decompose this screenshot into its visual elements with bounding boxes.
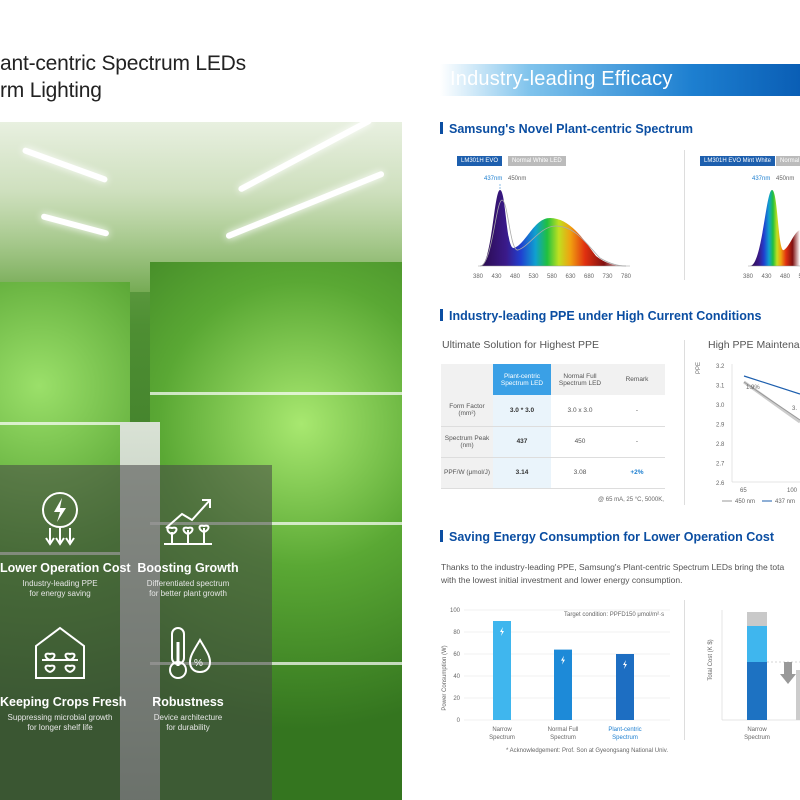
cost-label-2: Spectrum — [744, 735, 770, 741]
table-row: Form Factor (mm²) 3.0 * 3.0 3.0 x 3.0 - — [441, 395, 665, 427]
peak-label-450: 450nm — [508, 176, 526, 182]
section-body-text: Thanks to the industry-leading PPE, Sams… — [441, 562, 785, 585]
feature-boosting-growth: Boosting Growth Differentiated spectrum f… — [128, 488, 248, 599]
features-overlay — [0, 465, 272, 800]
bar-ytick: 100 — [450, 608, 461, 614]
peak-label-437-b: 437nm — [752, 176, 770, 182]
greenhouse-icon — [35, 626, 85, 679]
thermometer-drop-icon: % — [169, 627, 212, 679]
spectrum-tick: 480 — [780, 274, 791, 280]
section-banner — [440, 64, 800, 96]
bar-label: Spectrum — [489, 735, 515, 741]
peak-label-437: 437nm — [484, 176, 502, 182]
table-row: Spectrum Peak (nm) 437 450 - — [441, 426, 665, 458]
spectrum-chart-2: 437nm 450nm 380 430 480 530 — [743, 176, 800, 280]
bar — [493, 621, 511, 720]
bar-ytick: 80 — [453, 630, 460, 636]
section-title-energy: Saving Energy Consumption for Lower Oper… — [440, 530, 774, 544]
table-row: PPF/W (μmol/J) 3.14 3.08 +2% — [441, 457, 665, 489]
bar-chart-ylabel: Power Consumption (W) — [442, 645, 448, 710]
spectrum-tick: 680 — [584, 274, 595, 280]
down-arrow-icon — [784, 662, 792, 676]
spectrum-tick: 380 — [743, 274, 754, 280]
cost-label-1: Narrow — [747, 727, 767, 733]
spectrum-tick: 730 — [602, 274, 613, 280]
tag-lm301h-evo-mint-white: LM301H EVO Mint White — [700, 156, 776, 166]
spectrum-tick: 480 — [510, 274, 521, 280]
bar-chart-target: Target condition: PPFD150 μmol/m²·s — [564, 612, 664, 618]
feature-lower-operation-cost: Lower Operation Cost Industry-leading PP… — [0, 488, 131, 599]
table-header-normal-full: Normal Full Spectrum LED — [551, 364, 609, 395]
peak-label-450-b: 450nm — [776, 176, 794, 182]
line-ytick: 2.8 — [716, 442, 725, 448]
section-title-ppe: Industry-leading PPE under High Current … — [440, 309, 762, 323]
lightning-icon — [623, 660, 627, 669]
spectrum-tick: 430 — [491, 274, 502, 280]
bar-chart-ack: * Acknowledgement: Prof. Son at Gyeongsa… — [506, 748, 668, 754]
bar — [616, 654, 634, 720]
cost-chart-ylabel: Total Cost (K $) — [708, 639, 714, 680]
spectrum-tick: 380 — [473, 274, 484, 280]
legend-437nm: 437 nm — [775, 499, 795, 505]
legend-450nm: 450 nm — [735, 499, 755, 505]
lightning-icon — [561, 655, 565, 665]
subtitle-highest-ppe: Ultimate Solution for Highest PPE — [442, 339, 599, 351]
spectrum-tick: 780 — [621, 274, 632, 280]
bar-ytick: 40 — [453, 674, 460, 680]
bar-label: Spectrum — [612, 735, 638, 741]
table-header-blank — [441, 364, 493, 395]
bar — [554, 649, 572, 720]
line-ytick: 2.6 — [716, 481, 725, 487]
line-ytick: 3.1 — [716, 384, 725, 390]
line-annotation-1: 1.9% — [746, 385, 760, 391]
table-header-plant-centric: Plant-centric Spectrum LED — [493, 364, 551, 395]
bar-label: Normal Full — [548, 727, 579, 733]
feature-keeping-crops-fresh: Keeping Crops Fresh Suppressing microbia… — [0, 622, 126, 733]
line-ytick: 3.0 — [716, 403, 725, 409]
spectrum-chart-1: 437nm 450nm 380 430 480 530 580 630 680 730 780 — [473, 176, 632, 280]
bar-ytick: 20 — [453, 696, 460, 702]
power-consumption-chart: Power Consumption (W) Target condition: … — [442, 608, 670, 754]
bar-ytick: 60 — [453, 652, 460, 658]
plant-growth-chart-icon — [164, 499, 212, 545]
feature-robustness: % Robustness Device architecture for dura… — [128, 622, 248, 733]
table-note: @ 65 mA, 25 °C, 5000K, — [598, 497, 664, 503]
page-headline: ant-centric Spectrum LEDs rm Lighting — [0, 50, 246, 104]
bar-label: Narrow — [492, 727, 512, 733]
line-ytick: 2.7 — [716, 462, 725, 468]
tag-normal-white-led: Normal White LED — [508, 156, 566, 166]
spectrum-tick: 630 — [565, 274, 576, 280]
ppe-line-chart: PPE 3.2 3.1 3.0 2.9 2.8 2.7 2.6 1.9% 3. 65 100… — [696, 362, 800, 505]
line-xtick-100: 100 — [787, 488, 798, 494]
subtitle-ppe-maintenance: High PPE Maintena — [708, 339, 800, 351]
bar-label: Plant-centric — [608, 727, 641, 733]
total-cost-chart: Total Cost (K $) Narrow Spectrum — [708, 610, 800, 741]
section-title-spectrum: Samsung's Novel Plant-centric Spectrum — [440, 122, 693, 136]
lightning-icon — [500, 627, 504, 636]
line-annotation-2: 3. — [792, 406, 797, 412]
bar-label: Spectrum — [550, 735, 576, 741]
table-header-remark: Remark — [609, 364, 665, 395]
line-ytick: 3.2 — [716, 364, 725, 370]
spectrum-tick: 580 — [547, 274, 558, 280]
spectrum-tick: 530 — [798, 274, 800, 280]
headline-line-1: ant-centric Spectrum LEDs — [0, 52, 246, 75]
tag-lm301h-evo: LM301H EVO — [457, 156, 503, 166]
line-xtick-65: 65 — [740, 488, 747, 494]
spectrum-tick: 430 — [761, 274, 772, 280]
line-chart-ylabel: PPE — [696, 362, 702, 374]
banner-title: Industry-leading Efficacy — [450, 68, 673, 90]
tag-normal: Normal — [776, 156, 800, 166]
headline-line-2: rm Lighting — [0, 79, 102, 102]
lightning-plug-icon — [42, 492, 78, 546]
svg-text:%: % — [194, 658, 203, 669]
spectrum-tick: 530 — [528, 274, 539, 280]
line-ytick: 2.9 — [716, 423, 725, 429]
ppe-comparison-table: Plant-centric Spectrum LED Normal Full S… — [441, 364, 665, 489]
bar-ytick: 0 — [457, 718, 461, 724]
